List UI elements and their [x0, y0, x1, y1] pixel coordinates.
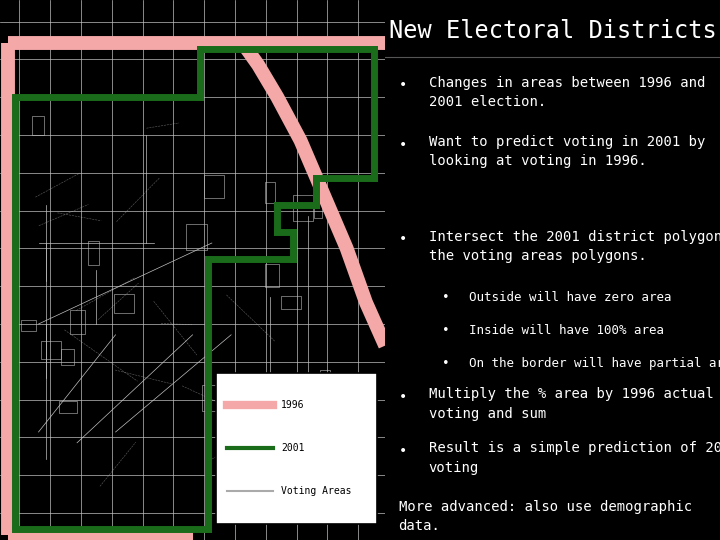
- Text: More advanced: also use demographic
data.: More advanced: also use demographic data…: [399, 500, 692, 533]
- Text: 1996: 1996: [282, 400, 305, 410]
- Bar: [204, 176, 225, 198]
- Bar: [265, 181, 275, 203]
- Text: •: •: [442, 357, 449, 370]
- Text: Want to predict voting in 2001 by
looking at voting in 1996.: Want to predict voting in 2001 by lookin…: [428, 135, 705, 168]
- Bar: [22, 320, 36, 332]
- Text: •: •: [442, 324, 449, 337]
- Bar: [32, 116, 44, 134]
- Bar: [71, 310, 85, 334]
- Text: On the border will have partial area: On the border will have partial area: [469, 357, 720, 370]
- Bar: [293, 195, 312, 221]
- Bar: [59, 401, 76, 414]
- Bar: [280, 416, 297, 440]
- Text: •: •: [399, 444, 407, 458]
- Text: •: •: [399, 390, 407, 404]
- Bar: [186, 225, 207, 251]
- Text: 2001: 2001: [282, 443, 305, 453]
- Bar: [114, 294, 133, 313]
- Text: Changes in areas between 1996 and
2001 election.: Changes in areas between 1996 and 2001 e…: [428, 76, 705, 109]
- Text: •: •: [399, 232, 407, 246]
- Text: Outside will have zero area: Outside will have zero area: [469, 291, 672, 303]
- Bar: [300, 405, 314, 428]
- Bar: [40, 341, 60, 359]
- Bar: [89, 241, 99, 265]
- Text: Result is a simple prediction of 2001
voting: Result is a simple prediction of 2001 vo…: [428, 441, 720, 475]
- Bar: [216, 373, 377, 524]
- Bar: [265, 264, 279, 287]
- Bar: [284, 475, 300, 498]
- Bar: [202, 386, 225, 411]
- Text: •: •: [399, 78, 407, 92]
- Text: Voting Areas: Voting Areas: [282, 487, 351, 496]
- Bar: [320, 369, 330, 395]
- Text: New Electoral Districts: New Electoral Districts: [389, 19, 716, 43]
- Text: Inside will have 100% area: Inside will have 100% area: [469, 324, 664, 337]
- Bar: [314, 202, 323, 218]
- Bar: [61, 349, 74, 365]
- Text: Multiply the % area by 1996 actual
voting and sum: Multiply the % area by 1996 actual votin…: [428, 387, 714, 421]
- Text: •: •: [442, 291, 449, 303]
- Bar: [281, 296, 302, 309]
- Text: •: •: [399, 138, 407, 152]
- Text: Intersect the 2001 district polygon with
the voting areas polygons.: Intersect the 2001 district polygon with…: [428, 230, 720, 263]
